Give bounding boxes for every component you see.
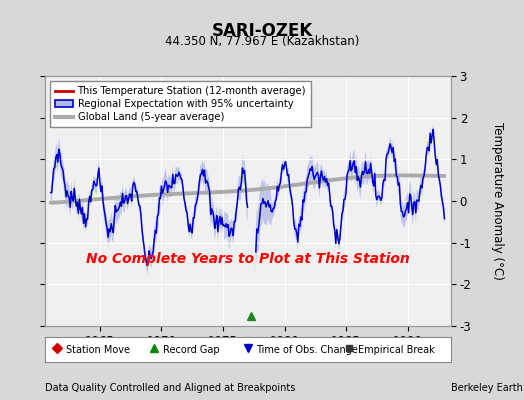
Text: 44.350 N, 77.967 E (Kazakhstan): 44.350 N, 77.967 E (Kazakhstan) bbox=[165, 35, 359, 48]
Text: Empirical Break: Empirical Break bbox=[358, 344, 435, 354]
Y-axis label: Temperature Anomaly (°C): Temperature Anomaly (°C) bbox=[491, 122, 504, 280]
Text: Berkeley Earth: Berkeley Earth bbox=[451, 383, 522, 393]
Legend: This Temperature Station (12-month average), Regional Expectation with 95% uncer: This Temperature Station (12-month avera… bbox=[50, 81, 311, 127]
Text: SARI-OZEK: SARI-OZEK bbox=[211, 22, 313, 40]
Text: No Complete Years to Plot at This Station: No Complete Years to Plot at This Statio… bbox=[86, 252, 409, 266]
Text: Station Move: Station Move bbox=[66, 344, 129, 354]
Text: Data Quality Controlled and Aligned at Breakpoints: Data Quality Controlled and Aligned at B… bbox=[45, 383, 295, 393]
Text: Time of Obs. Change: Time of Obs. Change bbox=[257, 344, 358, 354]
Text: Record Gap: Record Gap bbox=[163, 344, 220, 354]
